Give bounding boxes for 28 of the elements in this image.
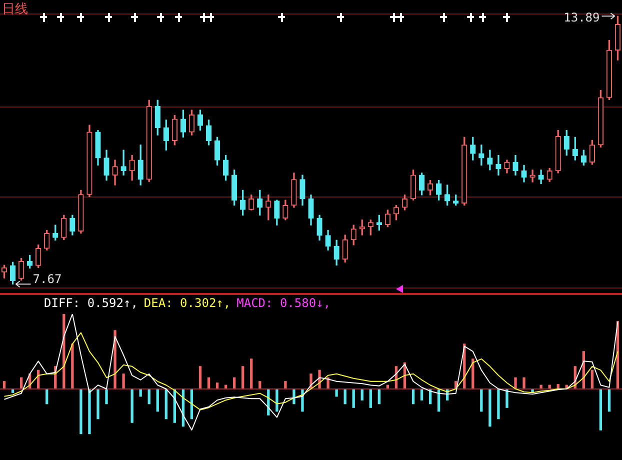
bar [284, 381, 287, 390]
bar [105, 388, 108, 404]
text: MACD: 0.580↓, [236, 295, 331, 311]
chart-title: 日线 [2, 1, 28, 18]
bar [590, 370, 594, 390]
bar [250, 358, 253, 390]
bar [352, 388, 355, 408]
bar [88, 388, 91, 434]
bar [80, 388, 82, 434]
bar [71, 344, 74, 390]
annotation: 7.67 [32, 272, 62, 286]
annotation: 13.89 [564, 10, 600, 24]
bar [522, 377, 526, 390]
candlestick [496, 154, 502, 176]
bar [599, 388, 602, 430]
bar [488, 388, 492, 427]
bar [242, 366, 244, 390]
bar [122, 374, 125, 390]
bar [114, 330, 116, 390]
text: DEA: 0.302↑, [144, 295, 231, 311]
candlestick [120, 150, 126, 176]
bar [198, 366, 202, 390]
bar [130, 388, 134, 423]
bar [497, 388, 500, 420]
bar [369, 388, 372, 408]
bar [514, 377, 517, 390]
text: DIFF: 0.592↑, [44, 295, 138, 311]
bar [96, 388, 100, 420]
